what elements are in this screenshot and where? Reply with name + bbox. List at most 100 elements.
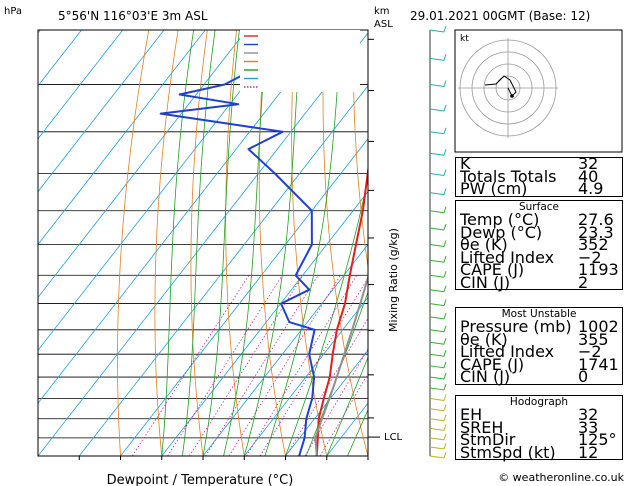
isotherm-line <box>38 30 289 351</box>
row-value: 32 <box>578 405 599 424</box>
mixing-ratio-line <box>228 275 341 456</box>
row-label: K <box>460 154 471 173</box>
isotherm-line <box>202 243 368 456</box>
wind-barb-flag <box>443 127 447 134</box>
wind-barb-flag <box>443 80 447 87</box>
series-line-temperature <box>315 164 368 456</box>
isotherm-line <box>161 190 368 456</box>
wind-barb-flag <box>443 54 447 61</box>
wet-adiabat-line <box>182 30 216 456</box>
storm-motion-marker <box>510 94 514 98</box>
row-value: 355 <box>578 329 609 349</box>
series-line-parcel-trajectory <box>314 274 368 456</box>
wind-barb-flag <box>443 372 447 380</box>
isotherm-line <box>38 30 247 298</box>
table-row: θe (K) 355 <box>456 329 622 349</box>
isotherm-line <box>243 296 368 456</box>
wind-barb-flag <box>443 433 447 441</box>
row-label: PW (cm) <box>460 179 528 198</box>
row-value: 23.3 <box>578 222 614 242</box>
row-label: Totals Totals <box>460 166 557 186</box>
wind-barb-flag <box>443 240 447 247</box>
wet-adiabat-line <box>161 30 195 456</box>
wind-barb <box>429 57 445 61</box>
wind-barb <box>429 446 445 450</box>
wind-barb <box>429 455 445 459</box>
wind-barb <box>429 274 445 278</box>
wind-barb-flag <box>443 104 447 112</box>
mixing-ratio-line <box>205 275 319 456</box>
wind-barb-flag <box>443 424 447 431</box>
table-row: StmSpd (kt) 12 <box>456 442 622 462</box>
table-row: CIN (J) 0 <box>456 367 622 386</box>
wet-adiabat-line <box>285 175 368 456</box>
wind-barb-flag <box>443 285 447 292</box>
mixing-ratio-line <box>259 277 368 456</box>
wind-barb <box>429 303 445 307</box>
row-value: 1002 <box>578 317 619 336</box>
wind-barb <box>429 408 445 412</box>
table-row: SREH 33 <box>456 417 622 437</box>
row-label: StmSpd (kt) <box>460 442 556 462</box>
table-row: Pressure (mb) 1002 <box>456 317 622 336</box>
dry-adiabat-line <box>190 30 208 456</box>
wind-barb-flag <box>443 25 447 33</box>
wet-adiabat-line <box>202 30 240 456</box>
wind-barb <box>429 427 445 431</box>
legend <box>240 30 360 92</box>
table-row: CIN (J) 2 <box>456 272 622 292</box>
row-value: −2 <box>578 247 602 267</box>
isotherm-line <box>38 30 82 87</box>
row-value: 33 <box>578 417 599 437</box>
wind-barb-flag <box>443 404 447 411</box>
mixing-ratio-line <box>246 275 358 456</box>
isotherm-line <box>38 30 330 404</box>
pressure-unit-label: hPa <box>4 6 22 17</box>
lcl-label: LCL <box>384 432 403 443</box>
table-row: CAPE (J) 1741 <box>456 354 622 374</box>
surface-box: Surface Temp (°C) 27.6 Dewp (°C) 23.3 θe (K)… <box>455 200 623 290</box>
row-value: 40 <box>578 166 599 186</box>
mixing-ratio-line <box>285 317 368 456</box>
hodograph-unit-label: kt <box>460 34 469 44</box>
height-unit-km: km <box>374 6 390 17</box>
row-value: 2 <box>578 272 589 292</box>
row-label: CIN (J) <box>460 272 511 292</box>
datetime-label: 29.01.2021 00GMT (Base: 12) <box>410 9 590 23</box>
wind-barb-flag <box>443 188 447 195</box>
mixing-ratio-line <box>319 372 368 456</box>
wind-barb-flag <box>443 338 447 345</box>
wind-barb <box>429 152 445 156</box>
most-unstable-box: Most Unstable Pressure (mb) 1002 θe (K) 355… <box>455 307 623 385</box>
table-row: Dewp (°C) 23.3 <box>456 222 622 242</box>
mixing-ratio-line <box>189 275 304 456</box>
wind-barb <box>429 418 445 422</box>
isotherm-line <box>38 30 165 193</box>
row-value: 1193 <box>578 260 619 279</box>
isotherm-line <box>38 30 124 140</box>
hodograph-table-box: Hodograph EH 32 SREH 33 StmDir 125° StmSpd (kt… <box>455 395 623 460</box>
wind-barb <box>429 172 445 176</box>
row-label: Temp (°C) <box>460 210 540 229</box>
row-value: 12 <box>578 442 599 462</box>
wind-barb-flag <box>443 206 447 213</box>
row-value: 0 <box>578 367 589 386</box>
table-row: Totals Totals 40 <box>456 166 622 186</box>
table-row: K 32 <box>456 154 622 173</box>
x-axis-title: Dewpoint / Temperature (°C) <box>107 473 294 486</box>
surface-title: Surface <box>518 201 559 213</box>
table-row: StmDir 125° <box>456 432 622 447</box>
isotherm-line <box>78 85 368 456</box>
wet-adiabat-line <box>223 30 268 456</box>
table-row: PW (cm) 4.9 <box>456 179 622 198</box>
wet-adiabat-line <box>347 408 368 456</box>
row-value: 1741 <box>578 354 619 374</box>
row-value: 27.6 <box>578 210 614 229</box>
wind-barb <box>429 398 445 401</box>
wind-barb-flag <box>443 271 447 278</box>
wind-barb-flag <box>443 361 447 368</box>
row-label: Lifted Index <box>460 247 555 267</box>
wind-barb-flag <box>443 312 447 320</box>
hodograph: kt <box>454 29 623 153</box>
wind-barb <box>429 108 445 112</box>
